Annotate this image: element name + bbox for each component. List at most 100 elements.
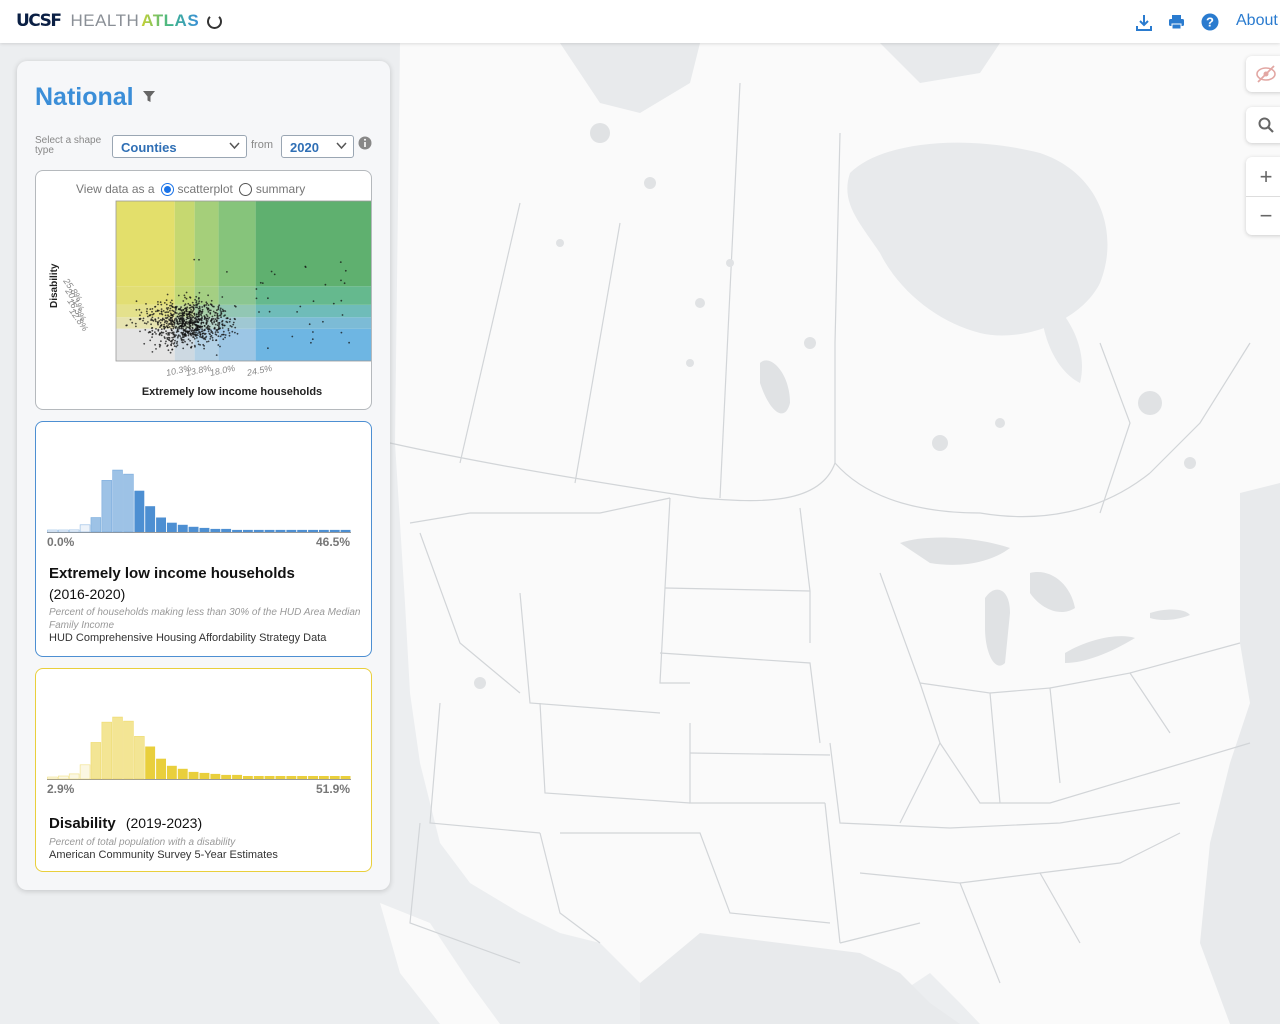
histogram-bar[interactable] (221, 774, 232, 779)
histogram-bar[interactable] (275, 529, 286, 532)
scatterplot-chart[interactable]: Disability Extremely low income househol… (36, 171, 371, 409)
histogram-bar[interactable] (340, 776, 351, 779)
eye-slash-icon (1256, 65, 1276, 83)
histogram-bar[interactable] (264, 529, 275, 532)
info-icon[interactable] (358, 136, 372, 155)
scatter-point (165, 299, 168, 302)
scatter-point (161, 318, 164, 321)
histogram-bar[interactable] (58, 775, 69, 780)
scatter-point (205, 301, 208, 304)
histogram-bar[interactable] (145, 506, 156, 532)
search-icon (1258, 117, 1274, 133)
summary-radio-label[interactable]: summary (255, 182, 306, 196)
zoom-out-button[interactable]: − (1246, 196, 1280, 235)
elih-histogram[interactable] (36, 422, 371, 542)
histogram-bar[interactable] (329, 776, 340, 779)
histogram-bar[interactable] (308, 776, 318, 779)
histogram-bar[interactable] (329, 529, 340, 532)
histogram-bar[interactable] (166, 765, 177, 779)
histogram-bar[interactable] (156, 758, 166, 779)
histogram-bar[interactable] (286, 776, 297, 779)
scatter-point (224, 310, 227, 312)
histogram-bar[interactable] (177, 524, 188, 532)
histogram-bar[interactable] (210, 528, 221, 532)
histogram-bar[interactable] (242, 529, 253, 532)
scatter-point (154, 306, 156, 308)
histogram-bar[interactable] (318, 529, 329, 532)
layer-visibility-button[interactable] (1246, 56, 1280, 92)
scatter-point (221, 308, 224, 311)
histogram-bar[interactable] (156, 517, 166, 533)
histogram-bar[interactable] (210, 773, 221, 779)
histogram-bar[interactable] (297, 776, 308, 779)
histogram-bar[interactable] (58, 529, 69, 533)
histogram-bar[interactable] (101, 479, 113, 533)
print-icon[interactable] (1166, 12, 1186, 32)
histogram-bar[interactable] (47, 529, 58, 533)
histogram-bar[interactable] (232, 774, 242, 779)
histogram-bar[interactable] (166, 522, 177, 532)
histogram-bar[interactable] (308, 529, 318, 532)
histogram-bar[interactable] (318, 776, 329, 779)
histogram-bar[interactable] (79, 764, 91, 780)
histogram-bar[interactable] (297, 529, 308, 532)
histogram-bar[interactable] (199, 772, 210, 779)
histogram-bar[interactable] (199, 527, 210, 532)
histogram-bar[interactable] (47, 776, 58, 780)
scatter-point (172, 331, 175, 334)
disability-metric-card[interactable]: 2.9% 51.9% Disability (2019-2023) Percen… (35, 668, 372, 872)
filter-icon[interactable] (143, 90, 155, 108)
download-icon[interactable] (1134, 12, 1154, 32)
scatterplot-radio-label[interactable]: scatterplot (177, 182, 233, 196)
histogram-bar[interactable] (134, 490, 145, 532)
disability-histogram[interactable] (36, 669, 371, 789)
scatterplot-radio[interactable] (160, 182, 174, 196)
histogram-bar[interactable] (68, 773, 80, 780)
histogram-bar[interactable] (90, 517, 102, 533)
histogram-bar[interactable] (177, 768, 188, 779)
histogram-bar[interactable] (286, 529, 297, 532)
histogram-bar[interactable] (253, 529, 264, 532)
histogram-bar[interactable] (79, 524, 91, 533)
histogram-bar[interactable] (123, 473, 134, 533)
scatter-point (159, 301, 162, 304)
about-link[interactable]: About (1236, 12, 1278, 29)
app-logo[interactable]: UCSF HEALTH ATLAS (16, 8, 223, 34)
histogram-bar[interactable] (68, 529, 80, 533)
help-icon[interactable]: ? (1200, 12, 1220, 32)
histogram-bar[interactable] (90, 742, 102, 780)
shape-type-select[interactable]: Counties (112, 135, 247, 158)
scatter-point (179, 320, 181, 323)
svg-text:?: ? (1206, 15, 1214, 30)
histogram-bar[interactable] (188, 771, 199, 779)
histogram-bar[interactable] (134, 736, 145, 780)
histogram-bar[interactable] (145, 746, 156, 780)
scatter-point (181, 339, 184, 341)
map-search-button[interactable] (1246, 107, 1280, 143)
summary-radio[interactable] (238, 182, 252, 196)
scatter-point (190, 318, 192, 321)
scatter-point (171, 319, 174, 321)
region-title[interactable]: National (35, 83, 134, 111)
histogram-bar[interactable] (340, 529, 351, 532)
scatter-point (222, 330, 225, 333)
elih-metric-card[interactable]: 0.0% 46.5% Extremely low income househol… (35, 421, 372, 657)
histogram-bar[interactable] (275, 776, 286, 779)
histogram-bar[interactable] (242, 776, 253, 779)
scatter-point (227, 328, 230, 330)
histogram-bar[interactable] (253, 776, 264, 779)
year-select[interactable]: 2020 (281, 135, 354, 158)
histogram-bar[interactable] (101, 721, 113, 780)
scatter-point (191, 342, 194, 344)
histogram-bar[interactable] (221, 528, 232, 532)
scatter-point (180, 327, 183, 330)
histogram-bar[interactable] (264, 776, 275, 779)
scatter-point (170, 304, 173, 307)
histogram-bar[interactable] (112, 469, 123, 533)
histogram-bar[interactable] (232, 529, 242, 532)
histogram-bar[interactable] (123, 720, 134, 780)
zoom-in-button[interactable]: + (1259, 163, 1273, 189)
histogram-bar[interactable] (112, 716, 123, 780)
scatter-point (183, 304, 186, 307)
histogram-bar[interactable] (188, 526, 199, 532)
